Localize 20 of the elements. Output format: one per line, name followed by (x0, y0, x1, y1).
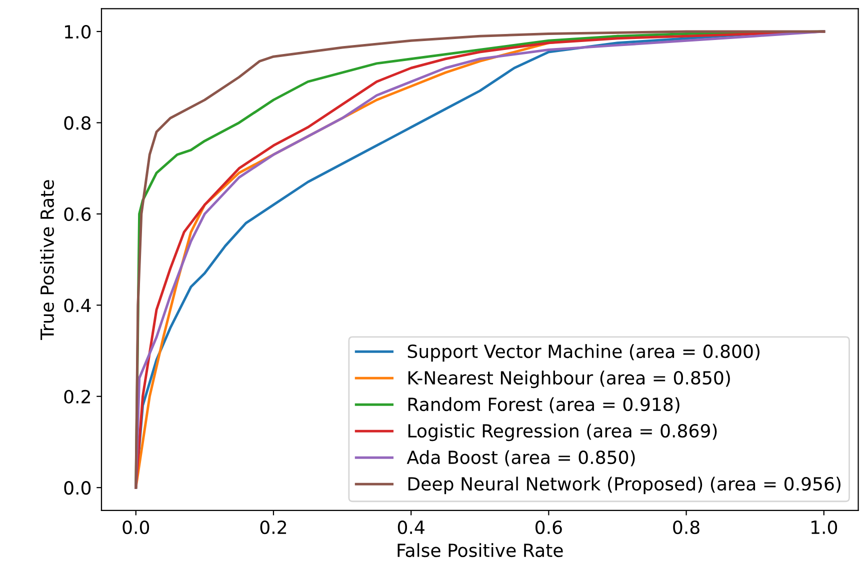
x-tick-label: 0.8 (673, 520, 700, 534)
y-tick-label: 0.6 (64, 207, 91, 222)
legend-label: Support Vector Machine (area = 0.800) (408, 344, 760, 362)
y-axis-title: True Positive Rate (40, 180, 54, 340)
y-tick-label: 1.0 (65, 24, 91, 39)
legend-label: K-Nearest Neighbour (area = 0.850) (408, 370, 730, 388)
y-tick-label: 0.0 (64, 481, 91, 495)
legend-label: Logistic Regression (area = 0.869) (408, 424, 717, 442)
legend-label: Random Forest (area = 0.918) (408, 397, 680, 414)
y-tick-label: 0.2 (64, 390, 90, 404)
x-axis-title: False Positive Rate (398, 543, 563, 558)
legend-label: Ada Boost (area = 0.850) (406, 450, 635, 466)
x-tick-label: 0.2 (260, 520, 286, 534)
y-tick-label: 0.4 (64, 298, 91, 312)
y-tick-label: 0.8 (64, 116, 91, 130)
legend-label: Deep Neural Network (Proposed) (area = 0.956) (408, 476, 840, 494)
x-tick-label: 0.6 (536, 520, 562, 534)
x-tick-label: 1.0 (812, 520, 838, 534)
x-tick-label: 0.4 (398, 520, 424, 534)
x-tick-label: 0.0 (122, 520, 150, 534)
